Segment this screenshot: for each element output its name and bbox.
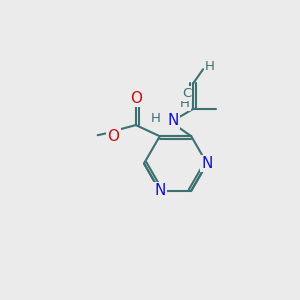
Text: H: H	[180, 97, 190, 110]
Text: C: C	[182, 87, 191, 100]
Text: N: N	[167, 113, 179, 128]
Text: N: N	[201, 156, 213, 171]
Text: N: N	[154, 183, 165, 198]
Text: H: H	[205, 60, 214, 73]
Text: H: H	[151, 112, 161, 125]
Text: O: O	[130, 91, 142, 106]
Text: O: O	[107, 129, 119, 144]
